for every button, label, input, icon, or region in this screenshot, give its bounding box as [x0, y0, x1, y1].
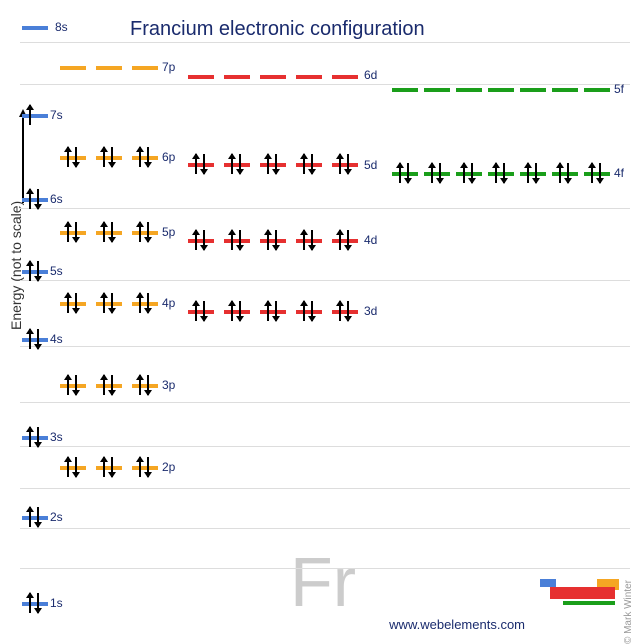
electron-down [225, 153, 249, 175]
electron-down [333, 153, 357, 175]
gridline [20, 528, 630, 529]
electron-down [97, 292, 121, 314]
orbital-5f [552, 88, 578, 92]
gridline [20, 84, 630, 85]
y-axis-label: Energy (not to scale) [8, 201, 24, 330]
orbital-7p [96, 66, 122, 70]
electron-down [333, 300, 357, 322]
gridline [20, 488, 630, 489]
electron-down [61, 456, 85, 478]
orbital-5f [488, 88, 514, 92]
electron-down [457, 162, 481, 184]
electron-down [97, 146, 121, 168]
electron-down [225, 229, 249, 251]
label-5f: 5f [614, 82, 624, 96]
electron-down [297, 153, 321, 175]
label-2p: 2p [162, 460, 175, 474]
electron-down [97, 374, 121, 396]
electron-down [333, 229, 357, 251]
electron-down [133, 374, 157, 396]
electron-down [97, 456, 121, 478]
orbital-6d [260, 75, 286, 79]
label-3p: 3p [162, 378, 175, 392]
orbital-6d [188, 75, 214, 79]
label-7p: 7p [162, 60, 175, 74]
gridline [20, 568, 630, 569]
electron-down [133, 146, 157, 168]
label-5s: 5s [50, 264, 63, 278]
orbital-7p [132, 66, 158, 70]
orbital-5f [424, 88, 450, 92]
gridline [20, 346, 630, 347]
electron-down [23, 426, 47, 448]
electron-down [585, 162, 609, 184]
electron-down [23, 188, 47, 210]
label-3s: 3s [50, 430, 63, 444]
electron-down [61, 221, 85, 243]
electron-down [23, 260, 47, 282]
electron-down [189, 300, 213, 322]
electron-down [189, 153, 213, 175]
electron-down [225, 300, 249, 322]
electron-down [133, 292, 157, 314]
orbital-6d [224, 75, 250, 79]
label-8s: 8s [55, 20, 68, 34]
electron-down [261, 153, 285, 175]
orbital-5f [456, 88, 482, 92]
gridline [20, 446, 630, 447]
gridline [20, 208, 630, 209]
orbital-8s [22, 26, 48, 30]
electron-down [189, 229, 213, 251]
electron-down [261, 229, 285, 251]
logo-icon [535, 577, 625, 612]
label-4s: 4s [50, 332, 63, 346]
electron-down [261, 300, 285, 322]
orbital-7p [60, 66, 86, 70]
electron-down [489, 162, 513, 184]
electron-down [61, 146, 85, 168]
electron-down [393, 162, 417, 184]
orbital-6d [296, 75, 322, 79]
electron-down [521, 162, 545, 184]
label-3d: 3d [364, 304, 377, 318]
title: Francium electronic configuration [130, 18, 425, 41]
source-url: www.webelements.com [389, 617, 525, 632]
gridline [20, 280, 630, 281]
gridline [20, 402, 630, 403]
label-6d: 6d [364, 68, 377, 82]
label-5p: 5p [162, 225, 175, 239]
electron-down [133, 456, 157, 478]
electron-down [297, 229, 321, 251]
gridline [20, 42, 630, 43]
orbital-5f [584, 88, 610, 92]
label-4d: 4d [364, 233, 377, 247]
orbital-5f [392, 88, 418, 92]
electron-down [23, 592, 47, 614]
label-7s: 7s [50, 108, 63, 122]
electron-down [97, 221, 121, 243]
label-6p: 6p [162, 150, 175, 164]
element-symbol: Fr [290, 542, 356, 622]
electron-down [297, 300, 321, 322]
electron-down [425, 162, 449, 184]
label-4f: 4f [614, 166, 624, 180]
electron-down [23, 328, 47, 350]
label-4p: 4p [162, 296, 175, 310]
orbital-5f [520, 88, 546, 92]
orbital-6d [332, 75, 358, 79]
label-1s: 1s [50, 596, 63, 610]
electron-down [61, 292, 85, 314]
electron-down [133, 221, 157, 243]
label-5d: 5d [364, 158, 377, 172]
label-6s: 6s [50, 192, 63, 206]
electron-down [61, 374, 85, 396]
electron-down [553, 162, 577, 184]
electron-up [23, 104, 47, 126]
label-2s: 2s [50, 510, 63, 524]
electron-down [23, 506, 47, 528]
